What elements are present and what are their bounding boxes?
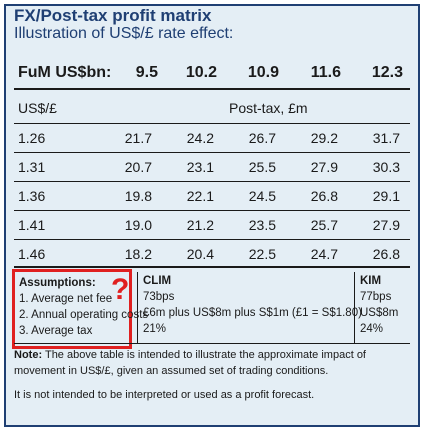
clim-value: 73bps bbox=[143, 291, 175, 303]
profit-cell: 21.2 bbox=[186, 217, 214, 233]
rate-cell: 1.31 bbox=[18, 159, 46, 175]
notes-rule bbox=[14, 343, 410, 344]
assumption-item: 2. Annual operating costs bbox=[19, 309, 149, 321]
note-line-1: Note: The above table is intended to ill… bbox=[14, 349, 366, 361]
profit-cell: 27.9 bbox=[310, 159, 338, 175]
rate-cell: 1.26 bbox=[18, 130, 46, 146]
profit-cell: 24.7 bbox=[310, 246, 338, 262]
matrix-title: FX/Post-tax profit matrix bbox=[14, 6, 212, 25]
profit-matrix-panel bbox=[4, 4, 420, 427]
kim-heading: KIM bbox=[360, 275, 382, 287]
clim-heading: CLIM bbox=[143, 275, 172, 287]
note-line-3: It is not intended to be interpreted or … bbox=[14, 389, 315, 401]
profit-cell: 22.1 bbox=[186, 188, 214, 204]
note-label: Note: bbox=[14, 349, 43, 361]
table-row: 1.31 20.7 23.1 25.5 27.9 30.3 bbox=[14, 153, 410, 181]
row-divider bbox=[14, 210, 410, 211]
rate-cell: 1.46 bbox=[18, 246, 46, 262]
fum-value: 11.6 bbox=[310, 64, 341, 81]
row-divider bbox=[14, 181, 410, 182]
table-bottom-rule bbox=[14, 266, 410, 268]
profit-cell: 23.5 bbox=[248, 217, 276, 233]
rate-column-header: US$/£ bbox=[18, 100, 57, 116]
kim-value: US$8m bbox=[360, 307, 399, 319]
rate-cell: 1.41 bbox=[18, 217, 46, 233]
profit-cell: 23.1 bbox=[186, 159, 214, 175]
header-rule bbox=[14, 88, 410, 90]
table-row: 1.46 18.2 20.4 22.5 24.7 26.8 bbox=[14, 240, 410, 268]
note-line-2: movement in US$/£, given an assumed set … bbox=[14, 365, 329, 377]
profit-cell: 20.4 bbox=[186, 246, 214, 262]
kim-value: 77bps bbox=[360, 291, 392, 303]
profit-cell: 27.9 bbox=[372, 217, 400, 233]
rate-cell: 1.36 bbox=[18, 188, 46, 204]
matrix-subtitle: Illustration of US$/£ rate effect: bbox=[14, 25, 234, 42]
profit-cell: 25.7 bbox=[310, 217, 338, 233]
table-row: 1.26 21.7 24.2 26.7 29.2 31.7 bbox=[14, 124, 410, 152]
profit-cell: 26.8 bbox=[372, 246, 400, 262]
profit-cell: 18.2 bbox=[124, 246, 152, 262]
profit-cell: 19.8 bbox=[124, 188, 152, 204]
profit-cell: 20.7 bbox=[124, 159, 152, 175]
profit-cell: 24.2 bbox=[186, 130, 214, 146]
profit-cell: 26.7 bbox=[248, 130, 276, 146]
row-divider bbox=[14, 152, 410, 153]
profit-cell: 30.3 bbox=[372, 159, 400, 175]
note-text: The above table is intended to illustrat… bbox=[44, 349, 366, 361]
row-divider bbox=[14, 123, 410, 124]
profit-cell: 26.8 bbox=[310, 188, 338, 204]
profit-cell: 29.1 bbox=[372, 188, 400, 204]
table-row: 1.36 19.8 22.1 24.5 26.8 29.1 bbox=[14, 182, 410, 210]
kim-value: 24% bbox=[360, 323, 384, 335]
row-divider bbox=[14, 239, 410, 240]
profit-cell: 31.7 bbox=[372, 130, 400, 146]
fum-value: 10.2 bbox=[185, 64, 217, 81]
assumption-item: 1. Average net fee bbox=[19, 293, 113, 305]
profit-cell: 29.2 bbox=[310, 130, 338, 146]
clim-value: £6m plus US$8m plus S$1m (£1 = S$1.80) bbox=[143, 307, 362, 319]
assumptions-highlight-box: Assumptions: ? 1. Average net fee 2. Ann… bbox=[12, 269, 148, 349]
column-divider bbox=[354, 272, 355, 344]
column-divider bbox=[137, 272, 138, 344]
assumptions-heading: Assumptions: bbox=[19, 277, 96, 289]
fum-label: FuM US$bn: bbox=[18, 64, 112, 81]
clim-value: 21% bbox=[143, 323, 167, 335]
table-row: 1.41 19.0 21.2 23.5 25.7 27.9 bbox=[14, 211, 410, 239]
fum-value: 9.5 bbox=[135, 64, 158, 81]
question-mark-annotation: ? bbox=[111, 273, 130, 306]
profit-cell: 24.5 bbox=[248, 188, 276, 204]
profit-cell: 22.5 bbox=[248, 246, 276, 262]
profit-cell: 25.5 bbox=[248, 159, 276, 175]
profit-column-header: Post-tax, £m bbox=[229, 100, 308, 116]
profit-cell: 21.7 bbox=[124, 130, 152, 146]
assumption-item: 3. Average tax bbox=[19, 325, 93, 337]
fum-value: 12.3 bbox=[371, 64, 403, 81]
fum-value: 10.9 bbox=[247, 64, 279, 81]
profit-cell: 19.0 bbox=[124, 217, 152, 233]
